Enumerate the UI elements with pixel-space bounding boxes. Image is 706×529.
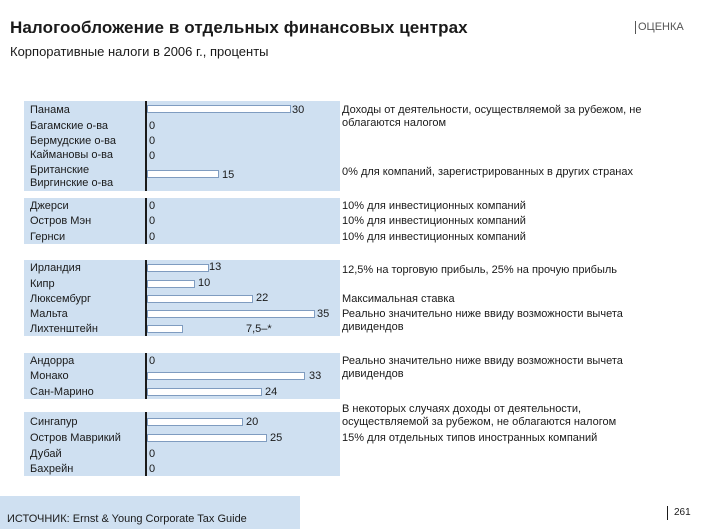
country-label: Монако	[30, 370, 69, 382]
bar-cyprus	[147, 280, 195, 288]
chart-axis	[145, 198, 147, 244]
country-label: Гернси	[30, 231, 66, 243]
note: 10% для инвестиционных компаний	[342, 231, 526, 243]
country-label: Мальта	[30, 308, 68, 320]
country-label: Панама	[30, 104, 70, 116]
source-note: ИСТОЧНИК: Ernst & Young Corporate Tax Gu…	[7, 513, 247, 525]
chart-axis	[145, 101, 147, 191]
value-label: 0	[149, 231, 156, 243]
note: 0% для компаний, зарегистрированных в др…	[342, 166, 634, 178]
country-label: Британские	[30, 164, 90, 176]
bar-bvi	[147, 170, 219, 178]
chart-axis	[145, 412, 147, 476]
country-label: Бермудские о-ва	[30, 135, 116, 147]
country-label: Ирландия	[30, 262, 81, 274]
value-label: 0	[149, 215, 156, 227]
bar-monaco	[147, 372, 305, 380]
value-label: 0	[149, 355, 156, 367]
country-label: Кипр	[30, 278, 55, 290]
estimate-badge: ОЦЕНКА	[635, 21, 684, 34]
country-label: Остров Мэн	[30, 215, 92, 227]
chart-axis	[145, 260, 147, 336]
country-label: Виргинские о-ва	[30, 177, 114, 189]
bar-san-marino	[147, 388, 262, 396]
bar-ireland	[147, 264, 209, 272]
value-label: 0	[149, 200, 156, 212]
country-label: Лихтенштейн	[30, 323, 98, 335]
country-label: Сан-Марино	[30, 386, 94, 398]
country-label: Андорра	[30, 355, 75, 367]
country-label: Каймановы о-ва	[30, 149, 113, 161]
value-label: 0	[149, 135, 156, 147]
value-label: 0	[149, 150, 156, 162]
country-label: Сингапур	[30, 416, 78, 428]
bar-mauritius	[147, 434, 267, 442]
value-label: 35	[317, 308, 330, 320]
country-label: Багамские о-ва	[30, 120, 109, 132]
bar-malta	[147, 310, 315, 318]
country-label: Дубай	[30, 448, 62, 460]
value-label: 13	[209, 261, 222, 273]
note: Доходы от деятельности, осуществляемой з…	[342, 104, 642, 129]
note: Реально значительно ниже ввиду возможнос…	[342, 355, 623, 380]
note: В некоторых случаях доходы от деятельнос…	[342, 403, 617, 428]
value-label: 20	[246, 416, 259, 428]
value-label: 24	[265, 386, 278, 398]
country-label: Остров Маврикий	[30, 432, 121, 444]
bar-panama	[147, 105, 291, 113]
footer-band	[0, 496, 300, 529]
note: 10% для инвестиционных компаний	[342, 200, 526, 212]
value-label: 7,5–*	[246, 323, 272, 335]
value-label: 10	[198, 277, 211, 289]
country-label: Бахрейн	[30, 463, 74, 475]
chart-axis	[145, 353, 147, 399]
note: 12,5% на торговую прибыль, 25% на прочую…	[342, 264, 618, 276]
bar-luxembourg	[147, 295, 253, 303]
bar-liechtenstein	[147, 325, 183, 333]
value-label: 25	[270, 432, 283, 444]
note: 10% для инвестиционных компаний	[342, 215, 526, 227]
note: Реально значительно ниже ввиду возможнос…	[342, 308, 623, 333]
value-label: 15	[222, 169, 235, 181]
value-label: 33	[309, 370, 322, 382]
country-label: Джерси	[30, 200, 69, 212]
chart-subtitle: Корпоративные налоги в 2006 г., проценты	[10, 44, 269, 59]
page-number: 261	[667, 506, 691, 520]
bar-singapore	[147, 418, 243, 426]
note: 15% для отдельных типов иностранных комп…	[342, 432, 598, 444]
page-title: Налогообложение в отдельных финансовых ц…	[10, 18, 468, 37]
group-2-background	[24, 198, 340, 244]
note: Максимальная ставка	[342, 293, 455, 305]
value-label: 0	[149, 120, 156, 132]
value-label: 30	[292, 104, 305, 116]
value-label: 0	[149, 463, 156, 475]
value-label: 0	[149, 448, 156, 460]
country-label: Люксембург	[30, 293, 92, 305]
value-label: 22	[256, 292, 269, 304]
